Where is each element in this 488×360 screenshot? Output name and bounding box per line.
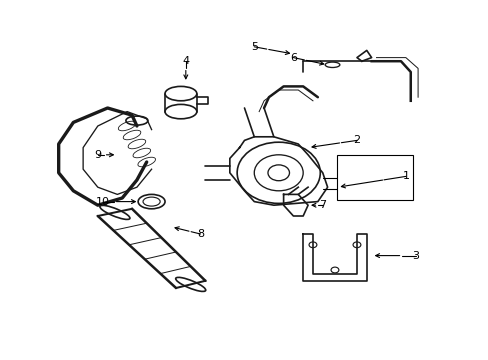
Text: 4: 4 (182, 56, 189, 66)
Text: 3: 3 (411, 251, 418, 261)
Text: 10: 10 (96, 197, 109, 207)
Text: 9: 9 (94, 150, 101, 160)
Text: 2: 2 (353, 135, 360, 145)
Text: 7: 7 (319, 200, 325, 210)
Text: 8: 8 (197, 229, 203, 239)
Text: 5: 5 (250, 42, 257, 52)
Bar (337, 155, 412, 200)
Text: 6: 6 (289, 53, 296, 63)
Text: 1: 1 (402, 171, 408, 181)
